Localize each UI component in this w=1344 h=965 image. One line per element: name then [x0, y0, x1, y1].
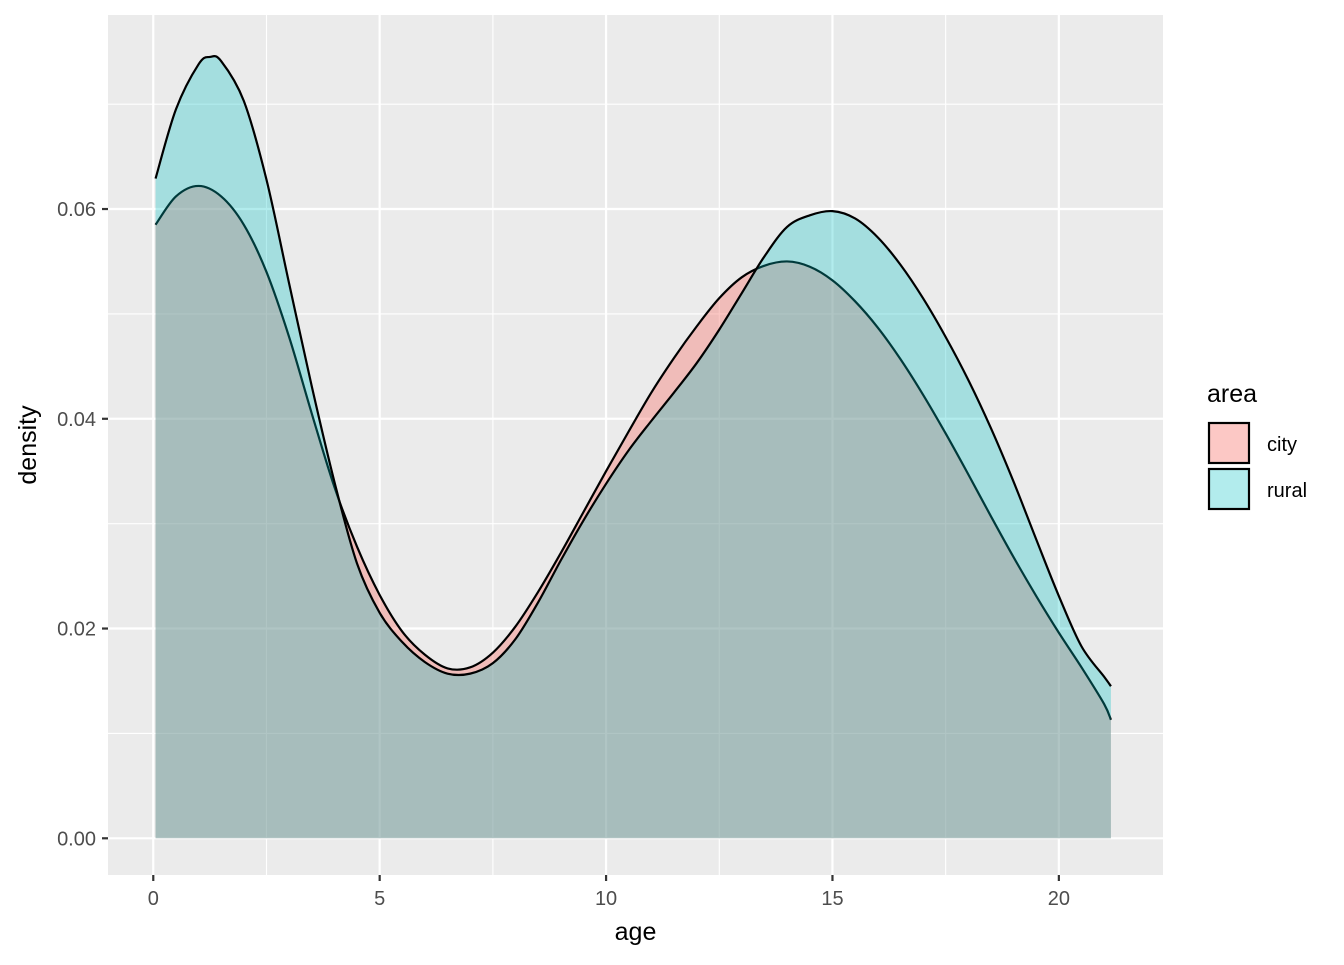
legend-key-rural — [1207, 467, 1251, 511]
legend-title: area — [1207, 380, 1257, 408]
legend-key-bg — [1207, 467, 1251, 511]
x-axis-title: age — [615, 918, 657, 946]
x-tick-label: 20 — [1048, 888, 1070, 910]
legend-label-city: city — [1267, 434, 1297, 456]
density-line-city — [154, 184, 1112, 721]
y-tick-label: 0.02 — [57, 619, 96, 641]
grid-major — [108, 15, 1163, 875]
y-tick-label: 0.00 — [57, 828, 96, 850]
x-axis: 0 5 10 15 20 — [148, 875, 1070, 910]
y-tick-label: 0.06 — [57, 199, 96, 221]
legend-key-city — [1207, 421, 1251, 465]
series-layer — [154, 54, 1112, 839]
y-axis-title: density — [14, 405, 42, 485]
legend-items: city rural — [1207, 421, 1307, 511]
x-tick-label: 15 — [821, 888, 843, 910]
x-tick-label: 10 — [595, 888, 617, 910]
legend-label-rural: rural — [1267, 480, 1307, 502]
x-tick-label: 5 — [374, 888, 385, 910]
density-line-rural — [154, 54, 1112, 687]
plot-panel — [108, 15, 1163, 875]
y-axis: 0.00 0.02 0.04 0.06 — [57, 199, 108, 850]
y-tick-label: 0.04 — [57, 409, 96, 431]
legend: area city rural — [1207, 380, 1307, 511]
grid-minor — [108, 15, 1163, 875]
density-area-rural — [155, 56, 1111, 839]
x-tick-label: 0 — [148, 888, 159, 910]
legend-key-bg — [1207, 421, 1251, 465]
density-area-city — [155, 185, 1111, 839]
